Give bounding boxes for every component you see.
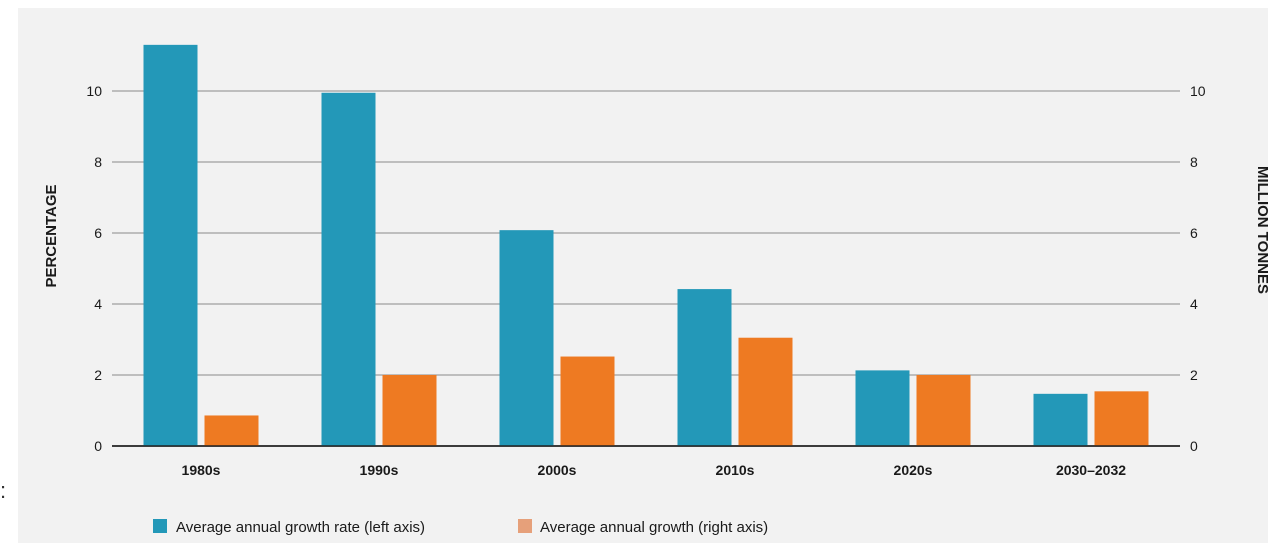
bar-growth-rate — [143, 44, 198, 446]
stray-colon-mark: : — [0, 478, 7, 503]
bar-growth — [382, 375, 437, 446]
right-tick-label: 4 — [1190, 296, 1198, 312]
legend-swatch-growth — [518, 519, 532, 533]
right-tick-label: 0 — [1190, 438, 1198, 454]
bar-growth — [1094, 391, 1149, 446]
gridlines — [112, 90, 1180, 447]
category-label: 2030–2032 — [1056, 462, 1126, 478]
bar-growth-rate — [855, 370, 910, 446]
category-label: 2000s — [538, 462, 577, 478]
bar-growth-rate — [1033, 393, 1088, 446]
left-tick-label: 0 — [94, 438, 102, 454]
left-tick-label: 10 — [86, 83, 102, 99]
right-tick-label: 10 — [1190, 83, 1206, 99]
right-tick-label: 8 — [1190, 154, 1198, 170]
left-axis-ticks: 0 2 4 6 8 10 — [86, 83, 102, 454]
bar-growth — [738, 337, 793, 446]
category-label: 2010s — [716, 462, 755, 478]
legend: Average annual growth rate (left axis) A… — [153, 519, 768, 536]
left-axis-title: PERCENTAGE — [43, 184, 60, 287]
right-axis-ticks: 0 2 4 6 8 10 — [1190, 83, 1206, 454]
category-label: 1990s — [360, 462, 399, 478]
bar-growth-rate — [499, 230, 554, 446]
chart-panel — [18, 8, 1268, 543]
bar-growth — [560, 356, 615, 446]
category-label: 2020s — [894, 462, 933, 478]
bar-growth-rate — [677, 289, 732, 446]
bar-growth — [916, 375, 971, 446]
legend-swatch-growth-rate — [153, 519, 167, 533]
left-tick-label: 4 — [94, 296, 102, 312]
legend-label-growth: Average annual growth (right axis) — [540, 519, 768, 536]
left-tick-label: 2 — [94, 367, 102, 383]
left-tick-label: 6 — [94, 225, 102, 241]
right-axis-title: MILLION TONNES — [1254, 166, 1271, 294]
legend-label-growth-rate: Average annual growth rate (left axis) — [176, 519, 425, 536]
category-label: 1980s — [182, 462, 221, 478]
right-tick-label: 2 — [1190, 367, 1198, 383]
right-tick-label: 6 — [1190, 225, 1198, 241]
bars — [112, 44, 1180, 447]
left-tick-label: 8 — [94, 154, 102, 170]
category-labels: 1980s 1990s 2000s 2010s 2020s 2030–2032 — [182, 462, 1127, 478]
bar-growth-rate — [321, 92, 376, 447]
bar-growth — [204, 415, 259, 446]
